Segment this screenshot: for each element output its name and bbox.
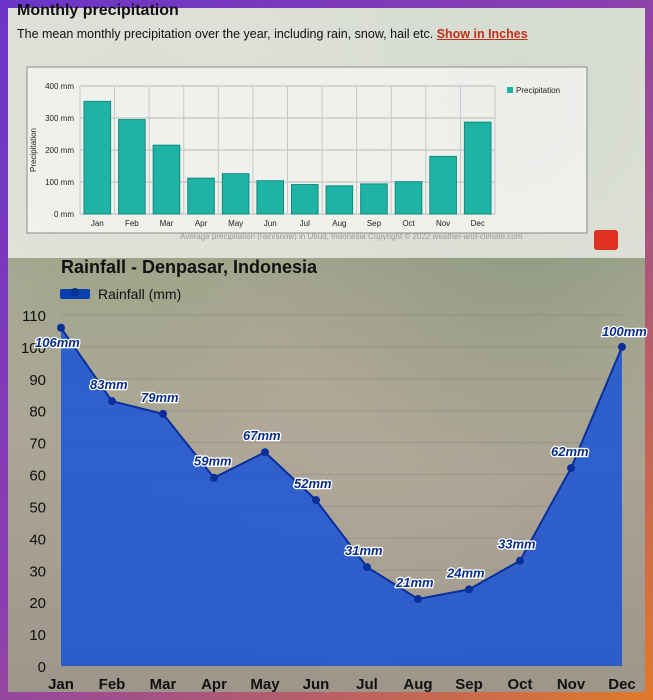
bar-mar — [152, 144, 181, 215]
x-tick-label: Jun — [264, 219, 277, 228]
x-tick-label: Mar — [150, 676, 177, 693]
data-label-mar: 79mm — [141, 390, 179, 405]
legend-marker — [507, 87, 513, 93]
point-feb — [108, 397, 116, 406]
legend-entry: Precipitation — [516, 86, 560, 95]
y-tick-label: 90 — [29, 372, 46, 389]
rainfall-title: Rainfall - Denpasar, Indonesia — [61, 257, 318, 277]
rainfall-area — [61, 327, 622, 666]
x-tick-label: Feb — [99, 676, 126, 693]
y-tick-label: 400 mm — [45, 82, 74, 91]
data-label-oct: 33mm — [498, 537, 536, 552]
bar-dec — [463, 121, 492, 215]
x-tick-label: Feb — [125, 219, 139, 228]
data-label-sep: 24mm — [446, 565, 485, 580]
bar-nov — [429, 155, 457, 215]
show-in-inches-link[interactable]: Show in Inches — [436, 27, 528, 41]
x-tick-label: Apr — [201, 676, 227, 693]
x-tick-label: May — [250, 676, 280, 693]
point-dec — [618, 342, 626, 351]
x-tick-label: Aug — [332, 219, 346, 228]
point-mar — [159, 409, 167, 418]
rainfall-legend: Rainfall (mm) — [60, 286, 181, 302]
point-jul — [363, 563, 371, 572]
x-tick-label: Apr — [195, 219, 208, 228]
data-label-dec: 100mm — [602, 324, 647, 339]
x-tick-label: Jul — [300, 219, 310, 228]
point-apr — [210, 473, 218, 482]
bar-sep — [360, 183, 388, 215]
x-tick-label: Oct — [507, 676, 532, 693]
bar-apr — [187, 177, 215, 215]
bar-jun — [256, 180, 284, 215]
x-tick-label: Oct — [402, 219, 415, 228]
y-tick-label: 0 mm — [54, 210, 74, 219]
x-tick-label: Sep — [367, 219, 382, 228]
y-tick-label: 80 — [29, 404, 46, 421]
point-sep — [465, 585, 473, 594]
point-nov — [567, 464, 575, 473]
legend-swatch-icon — [60, 288, 90, 299]
bar-jul — [291, 184, 319, 215]
data-label-jan: 106mm — [35, 335, 80, 350]
x-tick-label: Sep — [455, 676, 483, 693]
bar-jan — [83, 100, 112, 215]
x-tick-label: Jan — [91, 219, 104, 228]
y-tick-label: 40 — [29, 531, 46, 548]
precipitation-title: Monthly precipitation — [17, 2, 179, 19]
data-label-jul: 31mm — [345, 543, 383, 558]
y-axis-label: Precipitation — [29, 128, 38, 172]
data-label-feb: 83mm — [90, 377, 128, 392]
y-tick-label: 20 — [29, 595, 46, 612]
description-text: The mean monthly precipitation over the … — [17, 27, 434, 41]
precipitation-description: The mean monthly precipitation over the … — [17, 27, 528, 41]
x-tick-label: Jun — [303, 676, 330, 693]
y-tick-label: 100 — [21, 340, 46, 357]
point-aug — [414, 594, 422, 603]
x-tick-label: Jan — [48, 676, 74, 693]
x-tick-label: Dec — [471, 219, 485, 228]
x-tick-label: Nov — [436, 219, 450, 228]
point-jun — [312, 496, 320, 505]
bar-feb — [118, 119, 146, 215]
y-tick-label: 300 mm — [45, 114, 74, 123]
x-tick-label: Dec — [608, 676, 636, 693]
y-tick-label: 30 — [29, 563, 46, 580]
y-tick-label: 200 mm — [45, 146, 74, 155]
y-tick-label: 60 — [29, 468, 46, 485]
rainfall-line — [60, 327, 623, 601]
x-tick-label: Nov — [557, 676, 586, 693]
legend-label: Rainfall (mm) — [98, 286, 182, 302]
bar-oct — [394, 181, 423, 215]
y-tick-label: 10 — [29, 627, 46, 644]
data-label-nov: 62mm — [551, 444, 589, 459]
y-tick-label: 110 — [22, 308, 46, 325]
chart-credit: Average precipitation (rain/snow) in Ubu… — [180, 232, 523, 241]
data-label-jun: 52mm — [294, 476, 332, 491]
red-tab-button[interactable] — [594, 230, 618, 250]
point-may — [261, 448, 269, 457]
y-tick-label: 0 — [38, 659, 46, 676]
bar-aug — [325, 185, 354, 215]
data-label-may: 67mm — [243, 428, 281, 443]
y-tick-label: 70 — [29, 436, 46, 453]
data-label-apr: 59mm — [194, 454, 232, 469]
x-tick-label: Mar — [160, 219, 174, 228]
point-jan — [57, 323, 65, 332]
data-label-aug: 21mm — [395, 575, 434, 590]
y-tick-label: 100 mm — [45, 178, 74, 187]
point-oct — [516, 556, 524, 565]
x-tick-label: Jul — [356, 676, 378, 693]
x-tick-label: May — [228, 219, 243, 228]
bar-may — [221, 173, 250, 215]
x-tick-label: Aug — [403, 676, 432, 693]
y-tick-label: 50 — [29, 499, 46, 516]
